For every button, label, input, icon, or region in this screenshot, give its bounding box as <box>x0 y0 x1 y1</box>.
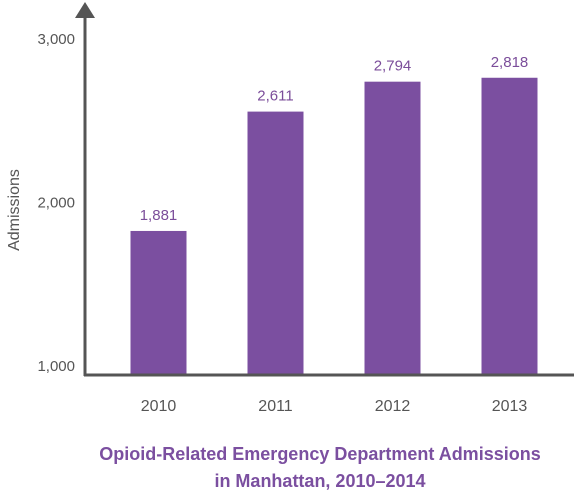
bar-2010 <box>130 230 187 375</box>
bars-group <box>130 77 538 375</box>
y-tick-label-1000: 1,000 <box>37 358 75 375</box>
chart-title-line-1: Opioid-Related Emergency Department Admi… <box>99 444 540 464</box>
data-label-2011: 2,611 <box>257 88 293 105</box>
bar-2012 <box>364 81 421 375</box>
category-labels-group: 2010 2011 2012 2013 <box>141 398 528 415</box>
bar-2013 <box>481 77 538 375</box>
data-label-2012: 2,794 <box>374 58 412 75</box>
y-axis-title: Admissions <box>6 169 23 251</box>
value-labels-group: 1,881 2,611 2,794 2,818 <box>140 54 529 224</box>
y-axis-arrow-icon <box>75 2 95 18</box>
bar-2011 <box>247 111 304 375</box>
category-label-2011: 2011 <box>258 398 293 415</box>
y-tick-labels-group: 1,000 2,000 3,000 <box>37 31 75 375</box>
y-tick-label-2000: 2,000 <box>37 195 75 212</box>
category-label-2013: 2013 <box>492 398 528 415</box>
data-label-2010: 1,881 <box>140 207 178 224</box>
chart-title-line-2: in Manhattan, 2010–2014 <box>214 471 425 491</box>
category-label-2012: 2012 <box>375 398 411 415</box>
y-tick-label-3000: 3,000 <box>37 31 75 48</box>
category-label-2010: 2010 <box>141 398 177 415</box>
data-label-2013: 2,818 <box>491 54 529 71</box>
